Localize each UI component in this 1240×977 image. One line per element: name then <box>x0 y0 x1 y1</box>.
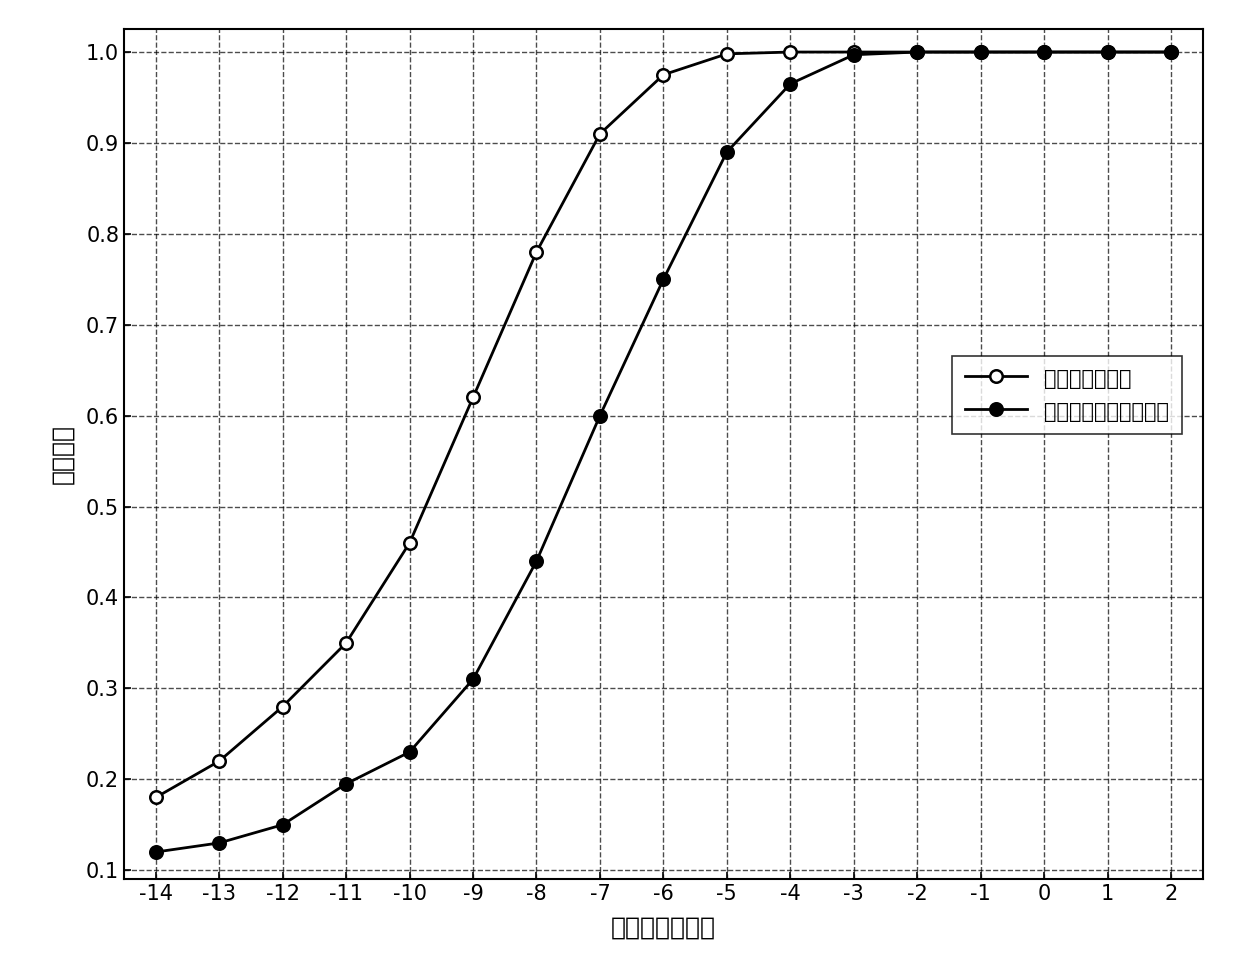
本发明所提方法 <box>973 46 988 58</box>
Line: 本发明所提方法: 本发明所提方法 <box>150 46 1177 804</box>
X-axis label: 信噪比（分贝）: 信噪比（分贝） <box>611 915 715 939</box>
本发明所提方法 <box>1100 46 1115 58</box>
本发明所提方法 <box>782 46 797 58</box>
本发明所提方法 <box>339 637 353 649</box>
最大最小特征值检测法 <box>782 78 797 90</box>
最大最小特征值检测法 <box>593 409 608 421</box>
最大最小特征值检测法 <box>465 673 480 685</box>
本发明所提方法 <box>719 48 734 60</box>
本发明所提方法 <box>847 46 862 58</box>
本发明所提方法 <box>593 128 608 140</box>
本发明所提方法 <box>1037 46 1052 58</box>
本发明所提方法 <box>149 791 164 803</box>
本发明所提方法 <box>1163 46 1178 58</box>
最大最小特征值检测法 <box>1100 46 1115 58</box>
本发明所提方法 <box>275 701 290 712</box>
最大最小特征值检测法 <box>212 837 227 849</box>
最大最小特征值检测法 <box>847 49 862 61</box>
最大最小特征值检测法 <box>529 555 544 567</box>
最大最小特征值检测法 <box>275 819 290 830</box>
Line: 最大最小特征值检测法: 最大最小特征值检测法 <box>150 46 1177 858</box>
本发明所提方法 <box>529 246 544 258</box>
最大最小特征值检测法 <box>1163 46 1178 58</box>
本发明所提方法 <box>402 537 417 549</box>
Y-axis label: 检测概率: 检测概率 <box>51 424 74 485</box>
最大最小特征值检测法 <box>1037 46 1052 58</box>
本发明所提方法 <box>465 392 480 404</box>
本发明所提方法 <box>910 46 925 58</box>
最大最小特征值检测法 <box>149 846 164 858</box>
Legend: 本发明所提方法, 最大最小特征值检测法: 本发明所提方法, 最大最小特征值检测法 <box>952 356 1182 434</box>
最大最小特征值检测法 <box>910 46 925 58</box>
最大最小特征值检测法 <box>656 274 671 285</box>
本发明所提方法 <box>212 755 227 767</box>
最大最小特征值检测法 <box>973 46 988 58</box>
最大最小特征值检测法 <box>339 778 353 789</box>
最大最小特征值检测法 <box>719 147 734 158</box>
最大最小特征值检测法 <box>402 746 417 758</box>
本发明所提方法 <box>656 69 671 81</box>
